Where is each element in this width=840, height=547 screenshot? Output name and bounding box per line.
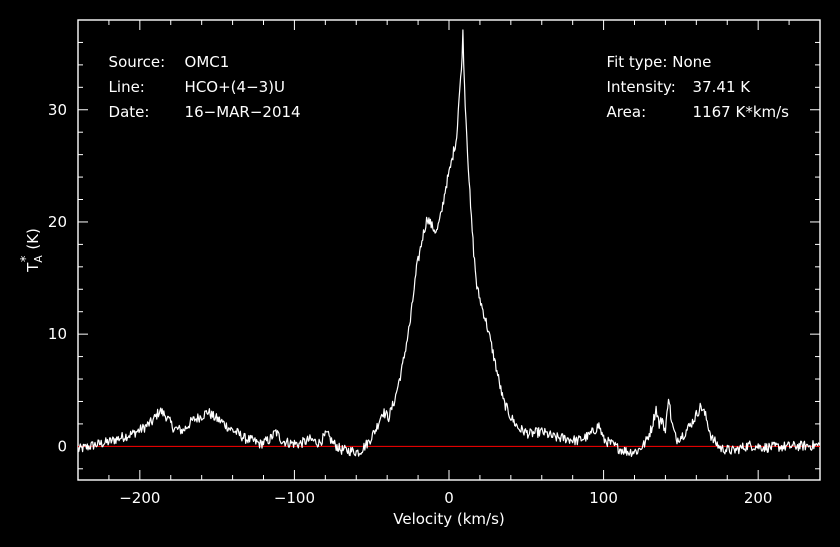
svg-text:TA*(K): TA* (K) (19, 228, 45, 273)
date-annotation: Date: 16−MAR−2014 (99, 85, 301, 121)
intensity-annotation: Intensity: 37.41 K (597, 60, 751, 96)
x-tick-label: 100 (589, 489, 618, 507)
y-tick-label: 10 (48, 325, 67, 343)
source-annotation: Source: OMC1 (99, 35, 230, 71)
area-value: 1167 K*km/s (692, 103, 789, 121)
y-tick-label: 0 (57, 437, 67, 455)
x-tick-label: −100 (274, 489, 315, 507)
y-axis-title-sup: * (19, 255, 34, 262)
y-axis-title-sub: A (32, 255, 45, 263)
fit-type-label: Fit type: (606, 53, 668, 71)
intensity-label: Intensity: (606, 78, 676, 96)
source-value: OMC1 (184, 53, 230, 71)
intensity-value: 37.41 K (692, 78, 751, 96)
x-tick-label: −200 (119, 489, 160, 507)
y-axis-ticks (78, 19, 820, 470)
fit-type-annotation: Fit type: None (597, 35, 712, 71)
y-axis-title: TA* (K) (19, 228, 45, 273)
x-axis-title: Velocity (km/s) (393, 510, 504, 528)
fit-type-value: None (672, 53, 712, 71)
line-annotation: Line: HCO+(4−3)U (99, 60, 285, 96)
source-label: Source: (108, 53, 166, 71)
y-axis-tick-labels: 0 10 20 30 (48, 101, 67, 456)
date-label: Date: (108, 103, 150, 121)
line-label: Line: (108, 78, 145, 96)
x-tick-label: 200 (744, 489, 773, 507)
line-value: HCO+(4−3)U (184, 78, 286, 96)
x-axis-tick-labels: −200 −100 0 100 200 (119, 489, 772, 507)
y-axis-title-unit: (K) (24, 228, 42, 250)
y-axis-title-main: T (24, 262, 42, 273)
y-tick-label: 20 (48, 213, 67, 231)
y-tick-label: 30 (48, 101, 67, 119)
x-tick-label: 0 (444, 489, 454, 507)
area-label: Area: (606, 103, 647, 121)
spectrum-series-line (77, 29, 821, 457)
area-annotation: Area: 1167 K*km/s (597, 85, 789, 121)
date-value: 16−MAR−2014 (184, 103, 301, 121)
x-axis-ticks (77, 20, 821, 480)
